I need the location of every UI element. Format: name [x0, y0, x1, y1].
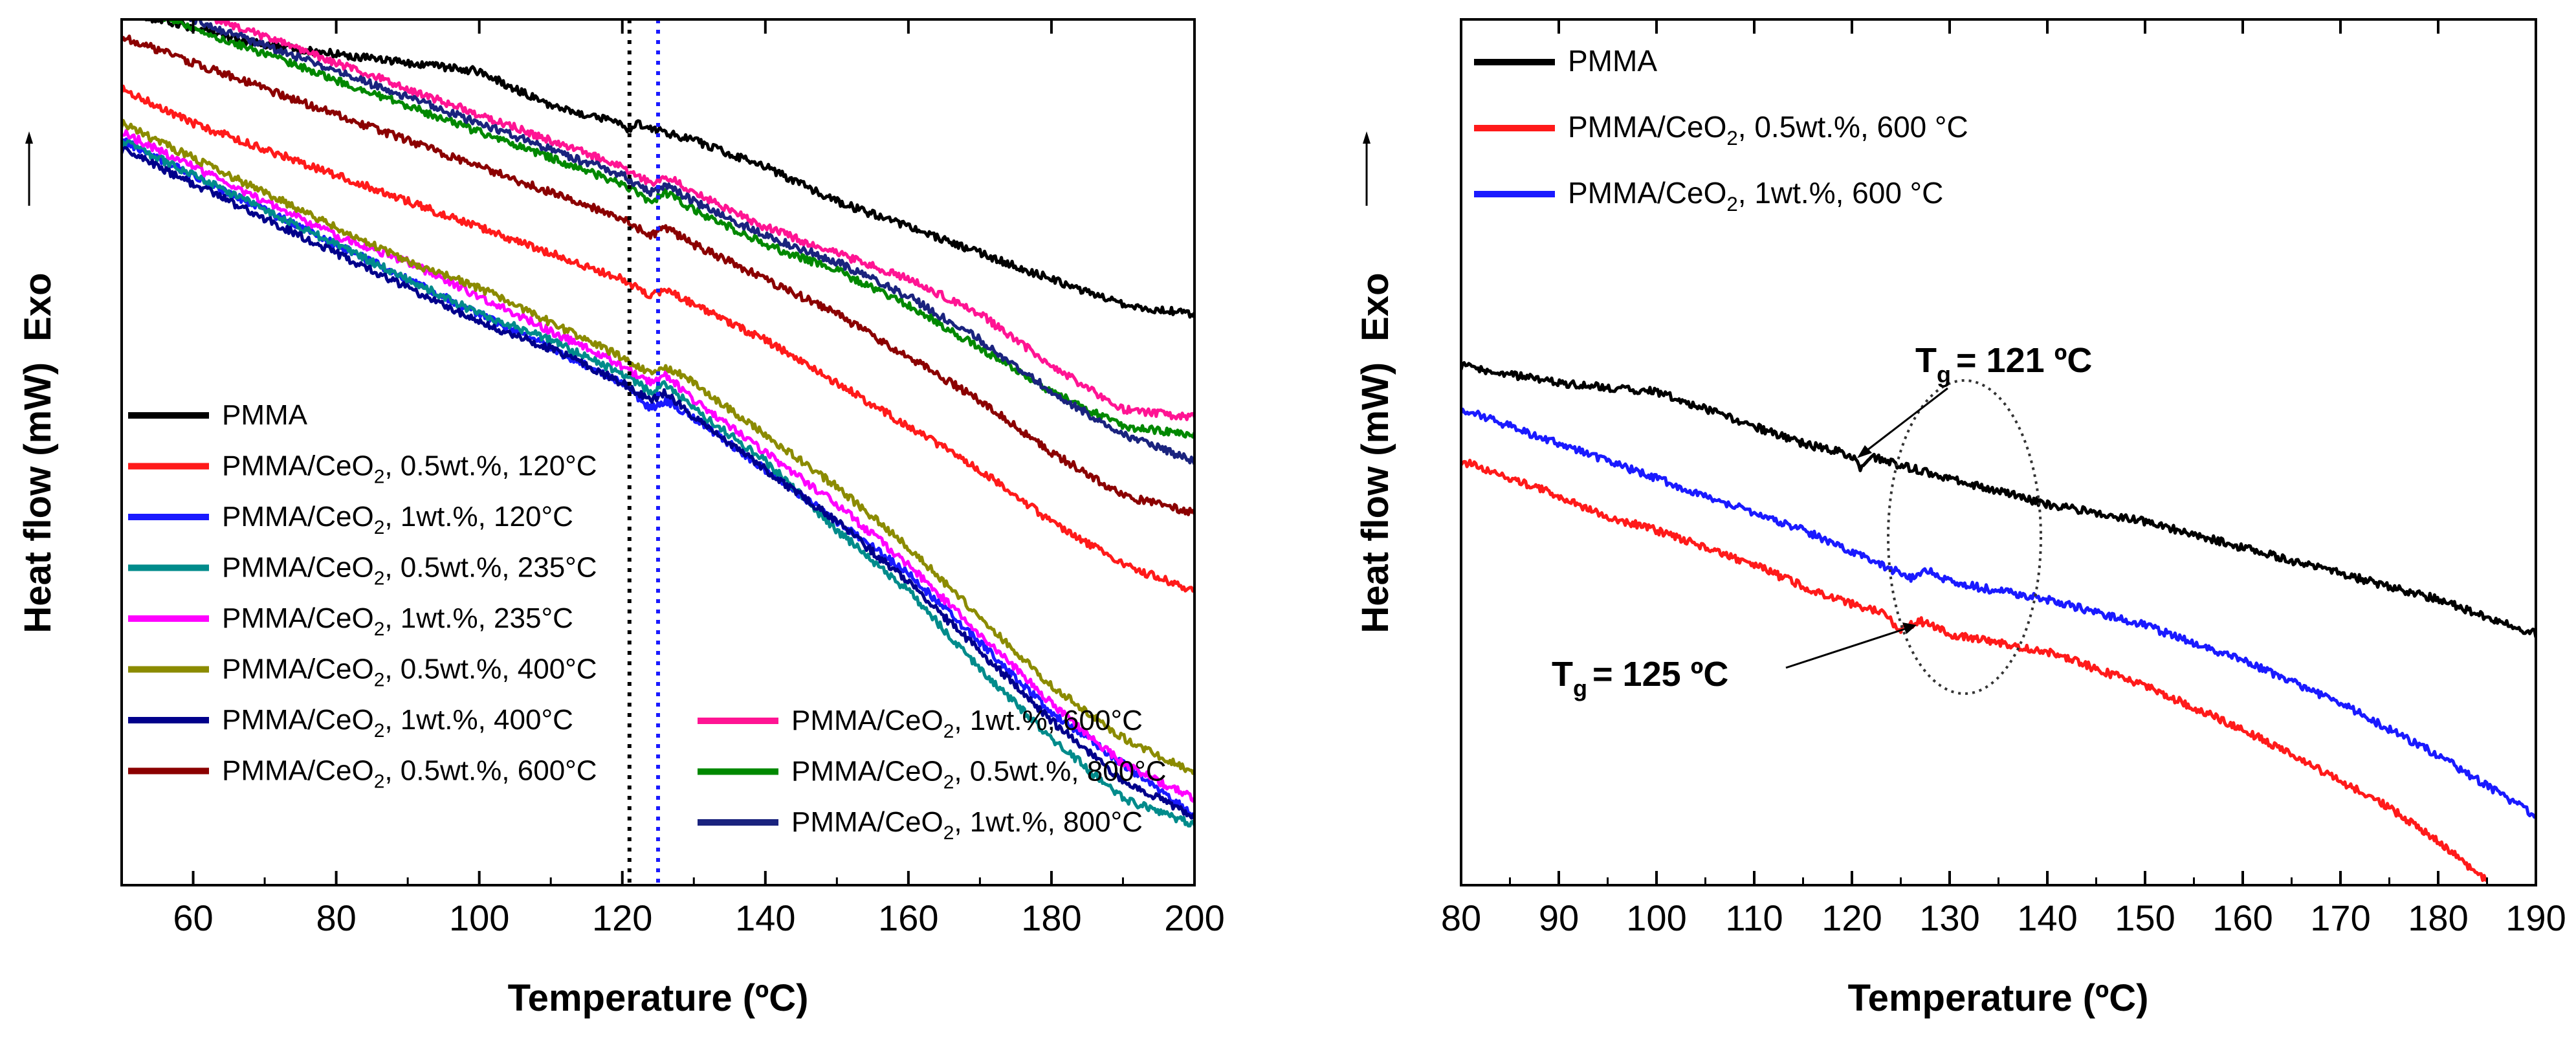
legend-left: PMMA PMMA/CeO2, 0.5wt.%, 120°C PMMA/CeO2, … [128, 399, 1167, 844]
series-line-pmma [1461, 361, 2536, 638]
series-line-pmma-ceo-0-5wt-600-c [1461, 458, 2487, 883]
legend-item-pmma-ceo-0-5wt-235-c: PMMA/CeO2, 0.5wt.%, 235°C [128, 552, 597, 589]
x-ticks-left: 60 80 100 120 140 160 180 200 [120, 19, 1225, 938]
legend-item-pmma-ceo-1wt-120-c: PMMA/CeO2, 1wt.%, 120°C [128, 501, 573, 538]
x-tick-label: 80 [316, 897, 356, 938]
x-tick-label: 170 [2310, 897, 2370, 938]
x-tick-label: 160 [2212, 897, 2273, 938]
x-tick-label: 130 [1919, 897, 1979, 938]
legend-item-pmma-ceo-0-5wt-800-c: PMMA/CeO2, 0.5wt.%, 800°C [698, 756, 1167, 793]
x-tick-label: 120 [592, 897, 652, 938]
x-tick-label: 120 [1822, 897, 1882, 938]
exo-arrow-right [1363, 131, 1371, 206]
y-axis-label-right: Heat flow (mW)Exo [1354, 272, 1396, 633]
series-line-pmma-ceo-1wt-600-c [1461, 407, 2536, 819]
annotation-tg-121: Tg = 121 ºC [1857, 341, 2092, 458]
legend-label: PMMA/CeO2, 1wt.%, 600°C [791, 705, 1143, 742]
x-tick-label: 180 [2408, 897, 2468, 938]
chart-left: 60 80 100 120 140 160 180 200 Temperature (ºC) … [17, 18, 1225, 1019]
x-tick-label: 110 [1725, 897, 1783, 938]
legend-item-pmma-ceo-0-5wt-400-c: PMMA/CeO2, 0.5wt.%, 400°C [128, 654, 597, 691]
legend-label: PMMA/CeO2, 0.5wt.%, 120°C [222, 450, 597, 488]
x-tick-label: 160 [878, 897, 938, 938]
legend-label: PMMA/CeO2, 0.5wt.%, 235°C [222, 552, 597, 589]
legend-item-pmma-ceo-1wt-235-c: PMMA/CeO2, 1wt.%, 235°C [128, 602, 573, 640]
x-tick-label: 140 [2017, 897, 2077, 938]
x-tick-label: 180 [1021, 897, 1081, 938]
series-lines-right [1461, 361, 2536, 883]
x-tick-label: 190 [2505, 897, 2566, 938]
legend-item-pmma-ceo-1wt-600-c: PMMA/CeO2, 1wt.%, 600°C [698, 705, 1143, 742]
legend-label: PMMA [1568, 44, 1657, 78]
x-tick-label: 150 [2115, 897, 2175, 938]
legend-label: PMMA/CeO2, 1wt.%, 600 °C [1568, 176, 1943, 215]
legend-item-pmma: PMMA [128, 399, 308, 431]
legend-item-pmma-ceo-1wt-400-c: PMMA/CeO2, 1wt.%, 400°C [128, 704, 573, 742]
exo-arrow-left [25, 131, 33, 206]
plot-area-right [1460, 18, 2537, 886]
annotation-tg-125: Tg = 125 ºC [1552, 622, 1917, 701]
series-line-pmma-ceo-1wt-400-c [122, 146, 1194, 820]
legend-label: PMMA/CeO2, 0.5wt.%, 800°C [791, 756, 1167, 793]
legend-right: PMMA PMMA/CeO2, 0.5wt.%, 600 °C PMMA/CeO2,… [1474, 44, 1968, 215]
legend-label: PMMA/CeO2, 0.5wt.%, 400°C [222, 654, 597, 691]
x-axis-label-left: Temperature (ºC) [508, 977, 809, 1019]
legend-item-pmma-ceo-0-5wt-600-c: PMMA/CeO2, 0.5wt.%, 600°C [128, 755, 597, 793]
legend-label: PMMA/CeO2, 1wt.%, 120°C [222, 501, 573, 538]
series-line-pmma-ceo-0-5wt-800-c [157, 19, 1194, 439]
x-tick-label: 80 [1441, 897, 1481, 938]
legend-item-pmma: PMMA [1474, 44, 1657, 78]
x-axis-label-right: Temperature (ºC) [1848, 977, 2149, 1019]
legend-label: PMMA [222, 399, 308, 431]
x-tick-label: 90 [1539, 897, 1579, 938]
legend-item-pmma-ceo-1wt-800-c: PMMA/CeO2, 1wt.%, 800°C [698, 806, 1143, 844]
y-axis-label-left: Heat flow (mW)Exo [17, 272, 59, 633]
svg-text:Tg= 121 ºC: Tg = 121 ºC [1915, 341, 2092, 388]
legend-label: PMMA/CeO2, 0.5wt.%, 600 °C [1568, 110, 1968, 149]
chart-right: 80 90 100 110 120 130 140 150 160 170 180 190 Tempe… [1354, 18, 2566, 1019]
x-tick-label: 100 [1626, 897, 1686, 938]
x-ticks-right: 80 90 100 110 120 130 140 150 160 170 180 190 [1441, 19, 2566, 938]
legend-item-pmma-ceo-1wt-600-c: PMMA/CeO2, 1wt.%, 600 °C [1474, 176, 1943, 215]
reference-lines [627, 19, 660, 885]
legend-label: PMMA/CeO2, 1wt.%, 400°C [222, 704, 573, 742]
legend-label: PMMA/CeO2, 0.5wt.%, 600°C [222, 755, 597, 793]
legend-item-pmma-ceo-0-5wt-600-c: PMMA/CeO2, 0.5wt.%, 600 °C [1474, 110, 1968, 149]
series-line-pmma-ceo-0-5wt-600-c [122, 34, 1194, 516]
legend-label: PMMA/CeO2, 1wt.%, 235°C [222, 602, 573, 640]
series-line-pmma-ceo-1wt-800-c [179, 19, 1194, 465]
legend-label: PMMA/CeO2, 1wt.%, 800°C [791, 806, 1143, 844]
x-tick-label: 140 [735, 897, 795, 938]
legend-item-pmma-ceo-0-5wt-120-c: PMMA/CeO2, 0.5wt.%, 120°C [128, 450, 597, 488]
x-tick-label: 60 [173, 897, 213, 938]
plot-area-left [120, 18, 1196, 886]
svg-text:Tg= 125 ºC: Tg = 125 ºC [1552, 655, 1728, 701]
tg-highlight-ellipse [1887, 379, 2042, 695]
x-tick-label: 100 [449, 897, 509, 938]
x-tick-label: 200 [1164, 897, 1224, 938]
